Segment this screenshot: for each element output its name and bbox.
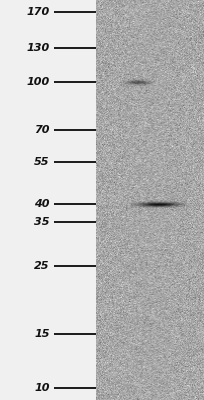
Text: 130: 130	[27, 43, 50, 53]
Text: 170: 170	[27, 7, 50, 17]
Text: 35: 35	[34, 217, 50, 227]
Text: 40: 40	[34, 199, 50, 209]
Text: 55: 55	[34, 157, 50, 167]
Text: 10: 10	[34, 383, 50, 393]
Text: 70: 70	[34, 125, 50, 135]
Text: 15: 15	[34, 329, 50, 339]
Text: 25: 25	[34, 261, 50, 271]
Text: 100: 100	[27, 78, 50, 88]
